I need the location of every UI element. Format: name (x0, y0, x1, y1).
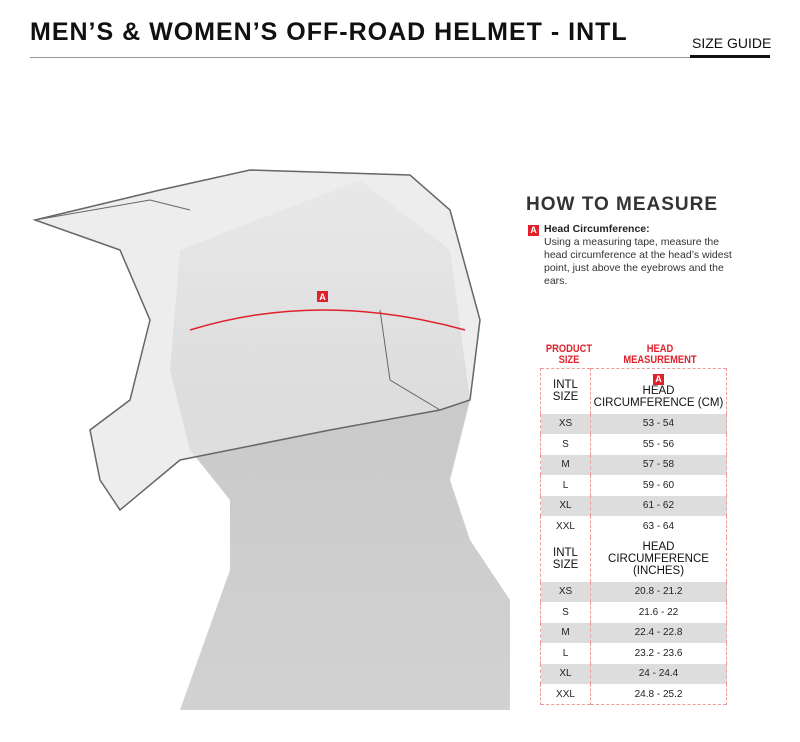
measurement-cell: 57 - 58 (590, 454, 727, 475)
size-cell: XL (540, 663, 591, 684)
size-cell: S (540, 434, 591, 455)
size-guide-label: SIZE GUIDE (692, 35, 772, 51)
measurement-cell: 20.8 - 21.2 (590, 581, 727, 602)
measurement-cell: 59 - 60 (590, 475, 727, 496)
measurement-cell: 22.4 - 22.8 (590, 622, 727, 643)
page-title: MEN’S & WOMEN’S OFF-ROAD HELMET - INTL (30, 18, 628, 46)
size-cell: M (540, 622, 591, 643)
size-label: INTL SIZE (540, 368, 591, 414)
table-row: S 21.6 - 22 (540, 602, 727, 623)
size-cell: XXL (540, 516, 591, 537)
instruction-title: Head Circumference: (544, 223, 650, 235)
helmet-outline (32, 169, 481, 512)
instructions: Head Circumference: Using a measuring tap… (544, 223, 744, 288)
size-label: INTL SIZE (540, 536, 591, 582)
size-cell: XXL (540, 684, 591, 705)
measurement-cell: 55 - 56 (590, 434, 727, 455)
table-row: XS 20.8 - 21.2 (540, 581, 727, 602)
table-row: XL 24 - 24.4 (540, 663, 727, 684)
size-cell: XL (540, 495, 591, 516)
col-header-measurement: HEAD MEASUREMENT (623, 343, 697, 366)
measure-line (189, 309, 466, 331)
measurement-cell: 24 - 24.4 (590, 663, 727, 684)
measurement-cell: 63 - 64 (590, 516, 727, 537)
table-row: XS 53 - 54 (540, 413, 727, 434)
size-cell: XS (540, 581, 591, 602)
measurement-cell: 53 - 54 (590, 413, 727, 434)
measure-label: HEAD CIRCUMFERENCE (INCHES) (590, 536, 727, 582)
marker-a-badge: A (653, 374, 664, 386)
size-cell: L (540, 475, 591, 496)
col-header-size: PRODUCT SIZE (545, 343, 593, 366)
measurement-cell: 61 - 62 (590, 495, 727, 516)
table-row: M 22.4 - 22.8 (540, 622, 727, 643)
measurement-cell: 23.2 - 23.6 (590, 643, 727, 664)
table-row: XXL 24.8 - 25.2 (540, 684, 727, 705)
table-row: S 55 - 56 (540, 434, 727, 455)
measurement-cell: 24.8 - 25.2 (590, 684, 727, 705)
size-cell: L (540, 643, 591, 664)
size-guide-underline (690, 55, 770, 58)
size-cell: XS (540, 413, 591, 434)
table-row: XXL 63 - 64 (540, 516, 727, 537)
size-table: INTL SIZE A HEAD CIRCUMFERENCE (CM) XS 53 - … (540, 368, 727, 705)
size-cell: S (540, 602, 591, 623)
instruction-text: Using a measuring tape, measure the head… (544, 236, 732, 287)
table-row: L 59 - 60 (540, 475, 727, 496)
how-to-measure-title: HOW TO MEASURE (526, 194, 719, 215)
measure-label-text: HEAD CIRCUMFERENCE (CM) (593, 385, 724, 410)
table-row: XL 61 - 62 (540, 495, 727, 516)
divider (30, 57, 770, 58)
size-cell: M (540, 454, 591, 475)
measure-label-text: HEAD CIRCUMFERENCE (INCHES) (608, 541, 709, 577)
measure-label: A HEAD CIRCUMFERENCE (CM) (590, 368, 727, 414)
measurement-cell: 21.6 - 22 (590, 602, 727, 623)
table-row: M 57 - 58 (540, 454, 727, 475)
marker-a-badge: A (528, 225, 539, 236)
section-header: INTL SIZE A HEAD CIRCUMFERENCE (CM) (540, 368, 727, 414)
table-row: L 23.2 - 23.6 (540, 643, 727, 664)
measure-marker-label: A (319, 292, 326, 302)
section-header: INTL SIZE HEAD CIRCUMFERENCE (INCHES) (540, 536, 727, 582)
measure-marker (317, 291, 328, 302)
helmet-illustration: A (32, 169, 510, 710)
